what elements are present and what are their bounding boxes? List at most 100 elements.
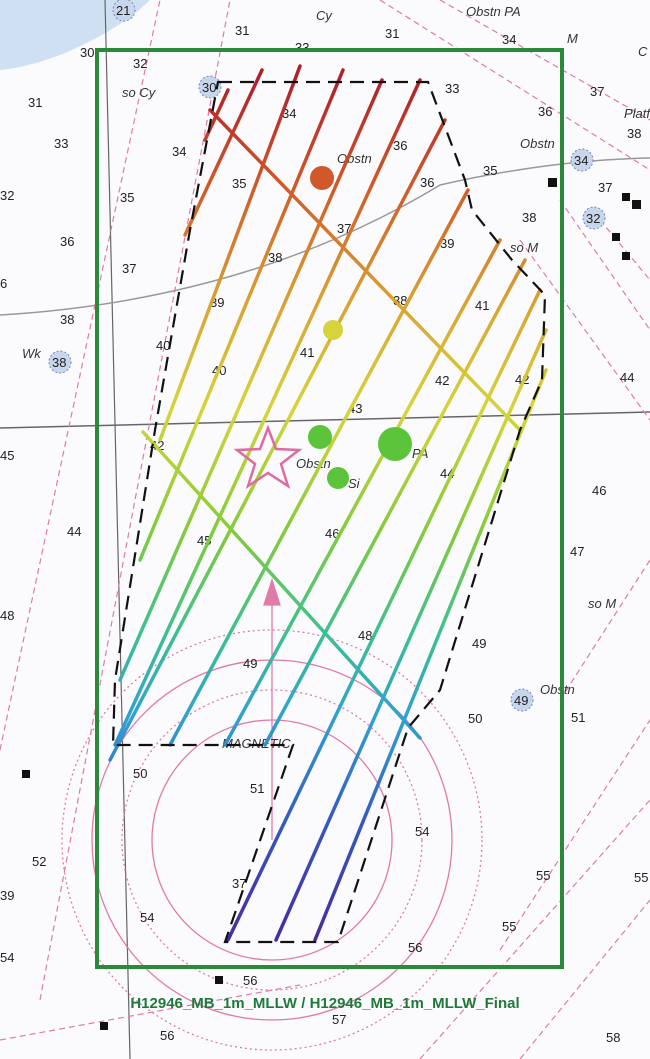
sounding: 36 — [60, 234, 74, 249]
trackline — [223, 238, 502, 747]
sounding: 46 — [592, 483, 606, 498]
label-obstn-pa-top: Obstn PA — [466, 4, 521, 19]
sounding: 35 — [232, 176, 246, 191]
sounding: 51 — [571, 710, 585, 725]
buoy: 30 — [198, 75, 222, 99]
buoy-symbols: 21 34 32 38 49 30 — [48, 0, 606, 712]
sounding: 32 — [0, 188, 14, 203]
depth-soundings: 31 31 33 34 32 30 31 33 33 32 36 37 34 3… — [0, 23, 648, 1045]
buoy: 38 — [48, 350, 72, 374]
trackline — [141, 430, 422, 740]
sounding: 32 — [133, 56, 147, 71]
trackline — [158, 64, 302, 442]
label-wk: Wk — [22, 346, 42, 361]
sounding: 56 — [160, 1028, 174, 1043]
trackline — [118, 78, 384, 682]
sounding: 55 — [634, 870, 648, 885]
sounding: 38 — [627, 126, 641, 141]
feature-obstruction — [323, 320, 343, 340]
sounding: 37 — [590, 84, 604, 99]
sounding: 31 — [235, 23, 249, 38]
sounding: 44 — [620, 370, 634, 385]
label-obstn: Obstn — [337, 151, 372, 166]
sounding: 49 — [243, 656, 257, 671]
sounding: 34 — [282, 106, 296, 121]
sounding: 36 — [538, 104, 552, 119]
sounding: 45 — [0, 448, 14, 463]
sounding: 49 — [472, 636, 486, 651]
trackline — [274, 328, 548, 942]
sounding: 30 — [80, 45, 94, 60]
star-marker — [233, 424, 303, 489]
trackline — [113, 78, 422, 747]
sounding: 48 — [0, 608, 14, 623]
feature-obstruction — [310, 166, 334, 190]
sounding: 39 — [0, 888, 14, 903]
buoy: 32 — [582, 206, 606, 230]
sounding: 37 — [232, 876, 246, 891]
label-cy-top: Cy — [316, 8, 333, 23]
sounding: 35 — [120, 190, 134, 205]
trackline — [138, 68, 345, 562]
sounding: 31 — [28, 95, 42, 110]
survey-caption: H12946_MB_1m_MLLW / H12946_MB_1m_MLLW_Fi… — [130, 995, 519, 1012]
sounding: 37 — [337, 221, 351, 236]
svg-text:21: 21 — [116, 3, 130, 18]
svg-text:34: 34 — [574, 153, 588, 168]
sounding: 36 — [393, 138, 407, 153]
label-obstn: Obstn — [540, 682, 575, 697]
sounding: 46 — [325, 526, 339, 541]
structures — [22, 178, 641, 1030]
label-obstn: Obstn — [520, 136, 555, 151]
trackline — [263, 258, 527, 747]
sounding: 44 — [67, 524, 81, 539]
feature-obstruction — [308, 425, 332, 449]
sounding: 55 — [502, 919, 516, 934]
sounding: 56 — [408, 940, 422, 955]
label-so-m: so M — [588, 596, 616, 611]
svg-text:49: 49 — [514, 693, 528, 708]
sounding: 34 — [502, 32, 516, 47]
sounding: 37 — [598, 180, 612, 195]
survey-tracklines — [108, 64, 548, 942]
sounding: 47 — [570, 544, 584, 559]
sounding: 51 — [250, 781, 264, 796]
sounding: 57 — [332, 1012, 346, 1027]
svg-text:30: 30 — [202, 80, 216, 95]
sounding: 42 — [435, 373, 449, 388]
svg-text:38: 38 — [52, 355, 66, 370]
sounding: 54 — [415, 824, 429, 839]
svg-text:32: 32 — [586, 211, 600, 226]
sounding: 6 — [0, 276, 7, 291]
sounding: 50 — [133, 766, 147, 781]
sounding: 58 — [606, 1030, 620, 1045]
feature-obstruction — [327, 467, 349, 489]
trackline — [108, 118, 447, 762]
land-area — [0, 0, 150, 70]
sounding: 36 — [420, 175, 434, 190]
sounding: 48 — [358, 628, 372, 643]
sounding: 39 — [440, 236, 454, 251]
sounding: 40 — [156, 338, 170, 353]
label-plat: Platf — [624, 106, 650, 121]
label-so-cy: so Cy — [122, 85, 157, 100]
surveyed-features — [308, 166, 412, 489]
buoy: 21 — [112, 0, 136, 22]
buoy: 49 — [510, 688, 534, 712]
trackline — [313, 368, 548, 942]
trackline — [168, 188, 470, 747]
survey-sheet-boundary — [95, 48, 564, 969]
sounding: 50 — [468, 711, 482, 726]
label-so-m: so M — [510, 240, 538, 255]
trackline — [183, 68, 264, 237]
feature-obstruction — [378, 427, 412, 461]
trackline — [208, 108, 522, 432]
sounding: 33 — [295, 40, 309, 55]
sounding: 33 — [445, 81, 459, 96]
sounding: 55 — [536, 868, 550, 883]
buoy: 34 — [570, 148, 594, 172]
sounding: 38 — [522, 210, 536, 225]
sounding: 34 — [172, 144, 186, 159]
